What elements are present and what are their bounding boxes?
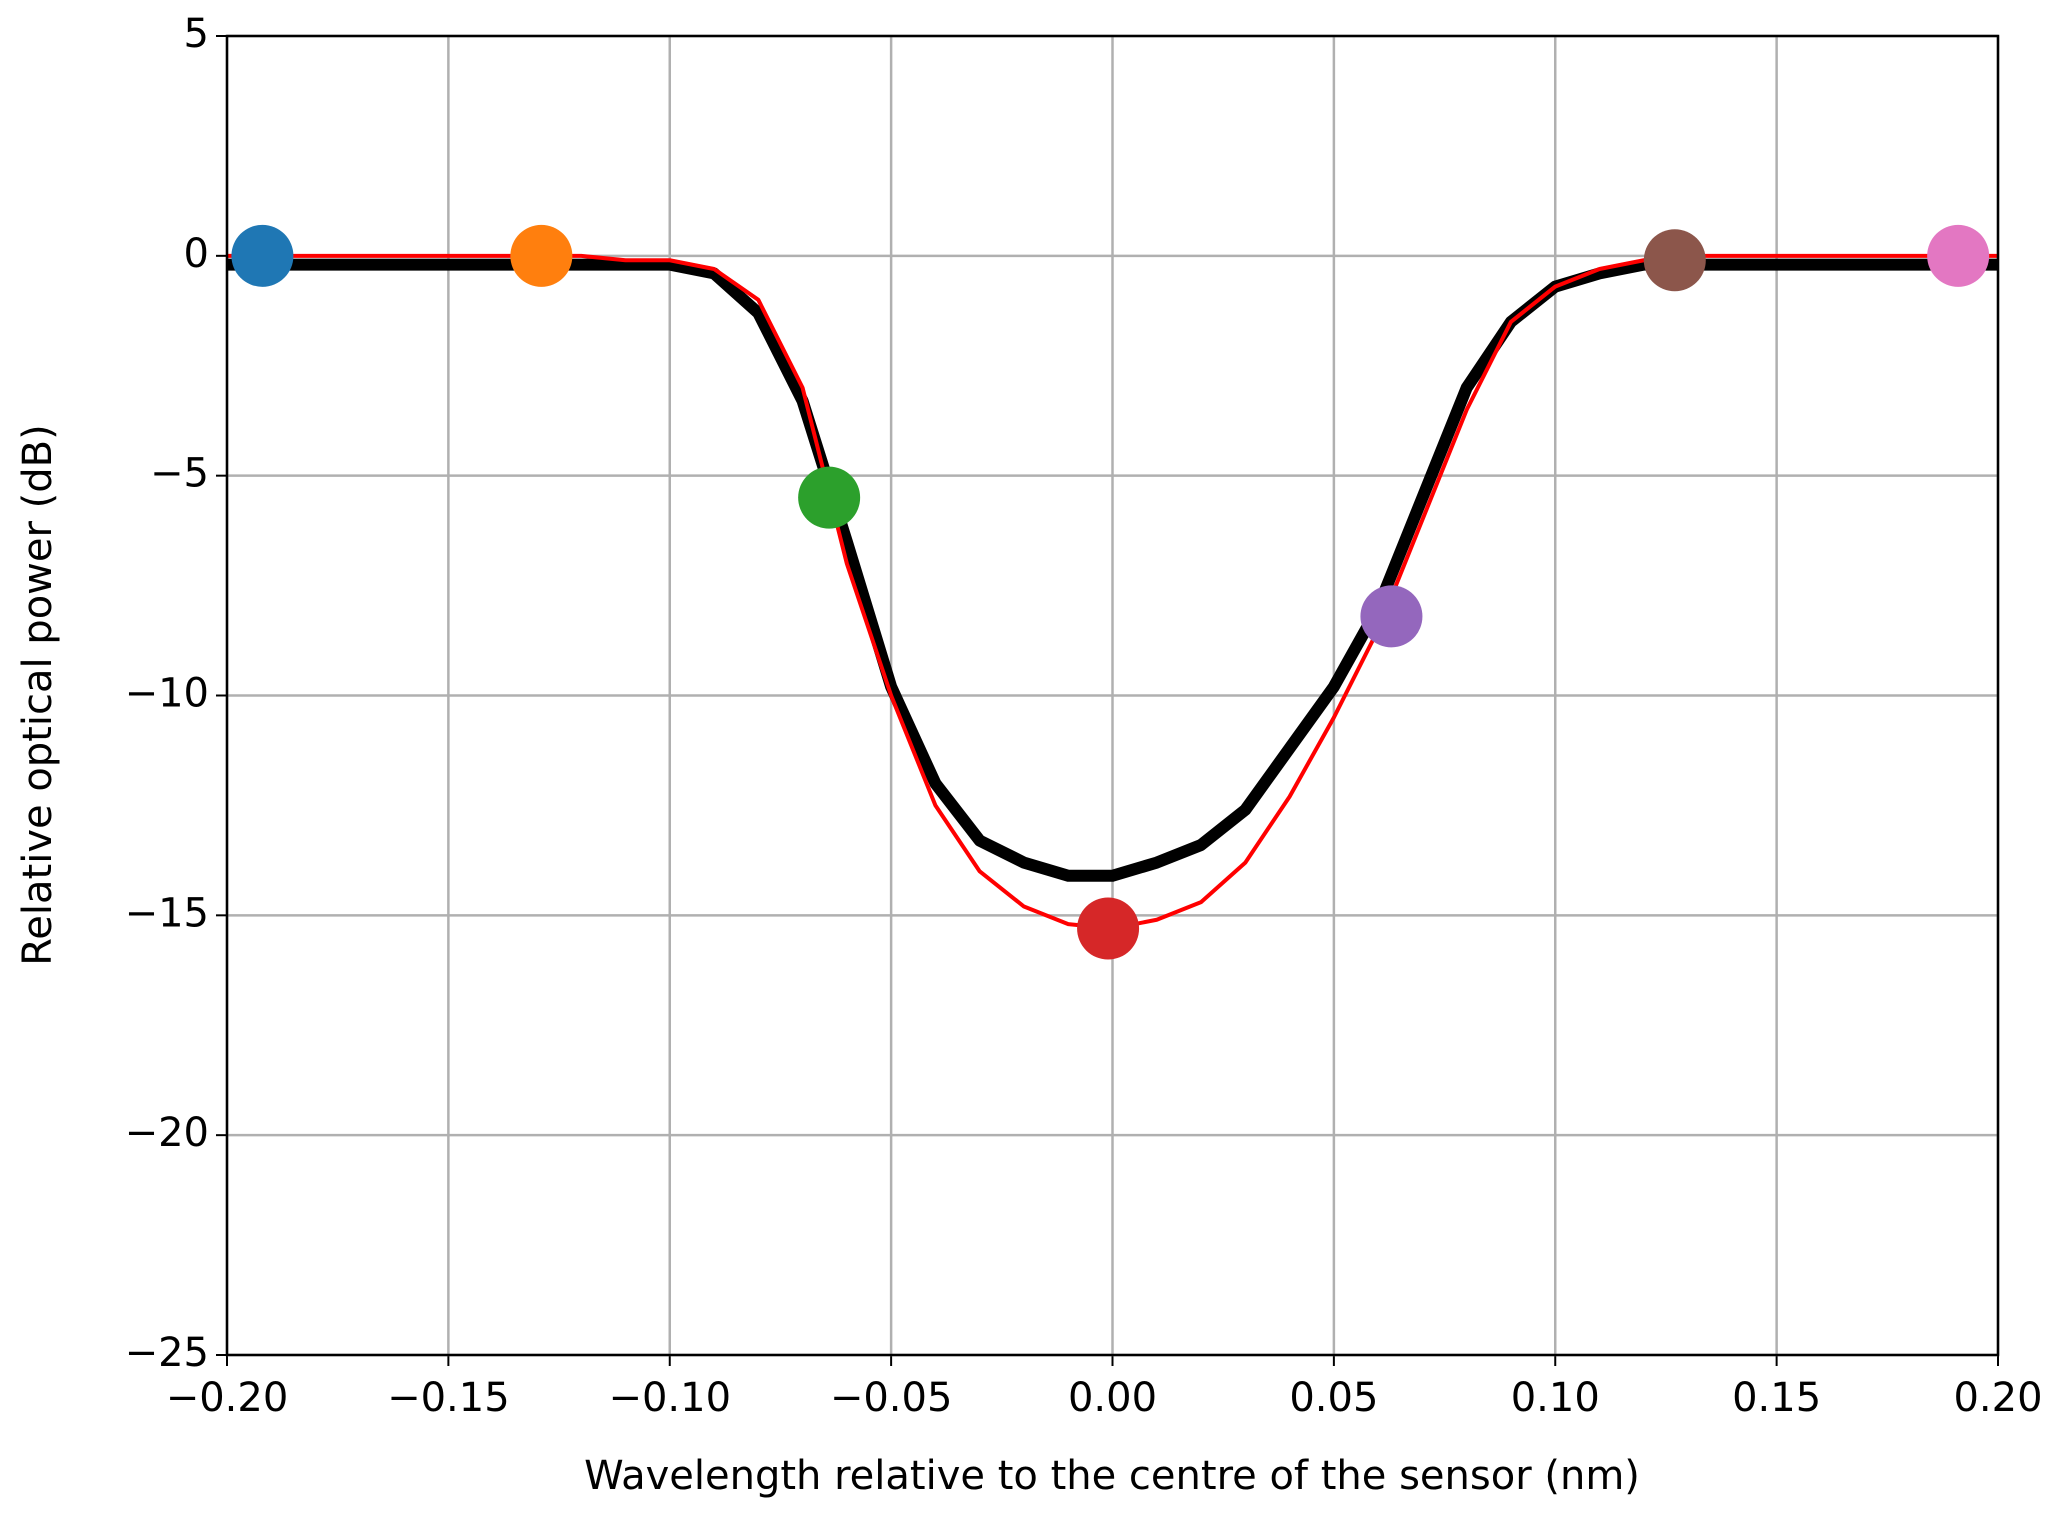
marker-point	[1927, 224, 1990, 287]
y-tick-label: −20	[125, 1110, 209, 1156]
plot-frame	[225, 34, 2000, 1357]
y-tick-label: −25	[125, 1330, 209, 1376]
x-tick-label: 0.00	[1068, 1375, 1157, 1421]
x-tick-label: 0.10	[1511, 1375, 1600, 1421]
y-tick-label: −15	[125, 890, 209, 936]
x-axis-label: Wavelength relative to the centre of the…	[584, 1453, 1640, 1499]
marker-point	[510, 224, 573, 287]
x-tick-label: 0.05	[1289, 1375, 1378, 1421]
x-tick-label: 0.20	[1953, 1375, 2042, 1421]
y-tick-label: −5	[150, 451, 209, 497]
y-axis-label: Relative optical power (dB)	[15, 424, 61, 965]
x-tick-label: −0.20	[166, 1375, 289, 1421]
y-tick-label: 0	[184, 231, 209, 277]
y-tick-label: 5	[184, 11, 209, 57]
y-tick-label: −10	[125, 671, 209, 717]
x-tick-label: −0.05	[830, 1375, 953, 1421]
marker-point	[1643, 229, 1706, 292]
marker-point	[231, 224, 294, 287]
marker-point	[798, 466, 861, 529]
x-tick-label: −0.15	[387, 1375, 510, 1421]
x-tick-label: 0.15	[1732, 1375, 1821, 1421]
marker-point	[1360, 585, 1423, 648]
x-tick-label: −0.10	[608, 1375, 731, 1421]
marker-point	[1077, 897, 1140, 960]
